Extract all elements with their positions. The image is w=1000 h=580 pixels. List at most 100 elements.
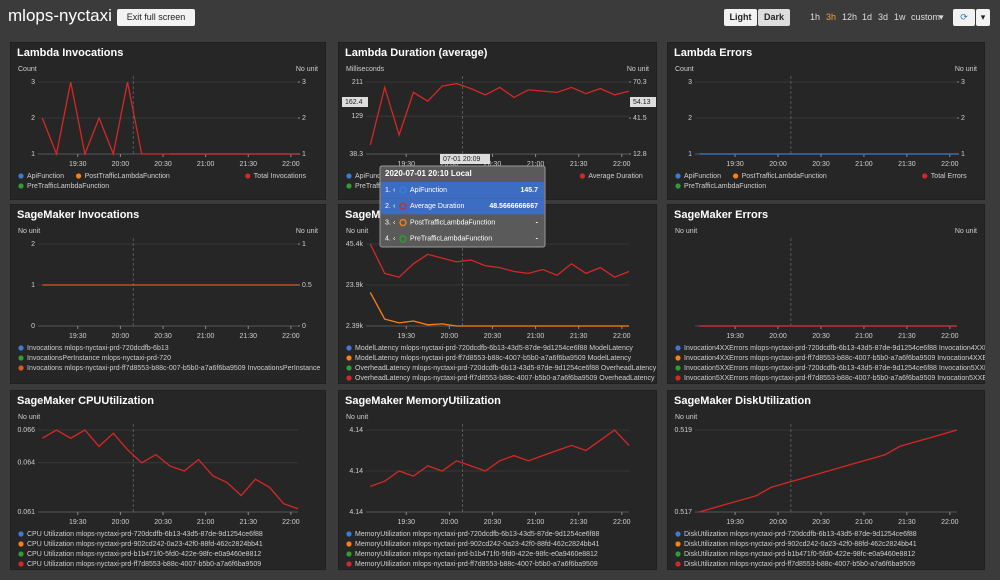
y2-tick-label: 1 [302,241,306,248]
refresh-button[interactable]: ⟳ [953,9,975,26]
legend-label: DiskUtilization mlops-nyctaxi-prd-720dcd… [684,531,917,538]
panel: Lambda Errors Count No unit 1 2 3 1 2 3 19:30 20:0… [667,42,985,200]
value-tag [630,97,656,107]
tooltip-value: - [536,236,539,243]
legend-swatch [675,355,681,361]
x-tick-label: 21:30 [898,161,916,168]
y2-axis-label: No unit [955,228,977,235]
x-tick-label: 19:30 [397,519,415,526]
value-tag-label: 54.13 [633,99,651,106]
x-tick-label: 21:00 [855,161,873,168]
y2-axis-label: No unit [627,66,649,73]
x-tick-label: 21:30 [898,519,916,526]
range[interactable]: 1w [894,12,906,22]
panel: Lambda Invocations Count No unit 1 2 3 1 2 3 19:3… [10,42,326,200]
legend-swatch [18,551,24,557]
panel-title: SageMaker DiskUtilization [674,395,811,407]
panel: SageMaker ModelLatencyNo unit2.39k23.9k4… [338,204,657,384]
x-tick-label: 20:00 [112,161,130,168]
x-tick-label: 21:30 [240,161,258,168]
y-tick-label: 45.4k [346,241,364,248]
x-tick-label: 22:00 [282,333,300,340]
legend-swatch [76,173,82,179]
x-tick-label: 20:30 [812,161,830,168]
legend-swatch [346,541,352,547]
legend-label: OverheadLatency mlops-nyctaxi-prd-720dcd… [355,365,657,372]
x-tick-label: 20:00 [441,161,459,168]
range[interactable]: 1d [862,12,873,22]
legend-label: ModelLatency mlops-nyctaxi-prd-720dcdfb-… [355,345,633,352]
legend-swatch [675,183,681,189]
legend-label: DiskUtilization mlops-nyctaxi-prd-ff7d85… [684,561,915,568]
exit-button[interactable]: Exit full screen [117,9,195,26]
x-tick-label: 20:30 [484,161,502,168]
legend-swatch [18,531,24,537]
legend-swatch [346,345,352,351]
legend-label: Total Invocations [254,173,307,180]
legend-label: PostTrafficLambdaFunction [85,173,170,180]
y2-tick-label: 41.5 [633,115,647,122]
tooltip-arrow: ‹ [393,203,396,210]
legend-label: MemoryUtilization mlops-nyctaxi-prd-720d… [355,531,599,538]
legend-label: Invocation4XXErrors mlops-nyctaxi-prd-72… [684,345,1000,352]
x-tick-label: 21:30 [240,333,258,340]
range[interactable]: 12h [842,12,858,22]
x-tick-label: 19:30 [726,333,744,340]
y-tick-label: 4.14 [349,427,363,434]
legend-swatch [18,365,24,371]
x-tick-label: 20:00 [769,333,787,340]
legend-swatch [675,345,681,351]
panel: SageMaker MemoryUtilization No unit 4.14 4.… [338,390,657,570]
tooltip-row-highlight [381,198,544,215]
range[interactable]: custom [911,12,941,22]
panel-title: SageMaker CPUUtilization [17,395,154,407]
y-tick-label: 2 [31,241,35,248]
x-tick-label: 19:30 [397,161,415,168]
legend-label: DiskUtilization mlops-nyctaxi-prd-b1b471… [684,551,915,558]
legend-label: Average Duration [588,173,642,180]
range[interactable]: 3h [826,12,837,22]
y2-tick-label: 70.3 [633,79,647,86]
panel-title: SageMaker Invocations [17,209,139,221]
legend-swatch [675,561,681,567]
range[interactable]: 1h [810,12,821,22]
tooltip-name: PostTrafficLambdaFunction [410,219,495,226]
legend-swatch [346,173,352,179]
y2-tick-label: 3 [302,79,306,86]
panel: SageMaker Errors No unit No unit 19:30 20:00… [667,204,1000,384]
tooltip-arrow: ‹ [393,236,396,243]
x-tick-label: 22:00 [941,161,959,168]
tooltip-swatch [399,186,407,194]
legend-label: Invocation5XXErrors mlops-nyctaxi-prd-72… [684,365,1000,372]
y2-axis-label: No unit [955,66,977,73]
legend-label: OverheadLatency mlops-nyctaxi-prd-ff7d85… [355,375,655,382]
legend-swatch [675,173,681,179]
x-tick-label: 22:00 [282,161,300,168]
legend-label: PreTrafficLambdaFunction [27,183,109,190]
x-tick-label: 21:30 [240,519,258,526]
legend-swatch [18,561,24,567]
range[interactable]: 3d [878,12,889,22]
x-tick-label: 20:00 [112,333,130,340]
legend-label: Invocation5XXErrors mlops-nyctaxi-prd-ff… [684,375,1000,382]
legend-swatch [675,531,681,537]
exit-label: Exit full screen [126,12,186,22]
legend-label: Total Errors [931,173,967,180]
x-tick-label: 20:30 [812,519,830,526]
y-axis-label: Count [18,66,37,73]
tooltip-swatch [399,202,407,211]
y-axis-label: No unit [675,228,697,235]
x-tick-label: 20:00 [112,519,130,526]
panel-bg [10,390,326,570]
light-button[interactable]: Light [724,9,757,26]
tooltip-index: 4. [385,236,391,243]
y2-axis-label: No unit [296,228,318,235]
legend-label: DiskUtilization mlops-nyctaxi-prd-902cd2… [684,541,917,548]
refresh-menu[interactable]: ▾ [976,9,990,26]
y-axis-label: No unit [346,228,368,235]
x-tick-label: 22:00 [941,519,959,526]
dark-button[interactable]: Dark [758,9,790,26]
tooltip-row-highlight [381,182,544,198]
y-tick-label: 0.061 [17,509,35,516]
